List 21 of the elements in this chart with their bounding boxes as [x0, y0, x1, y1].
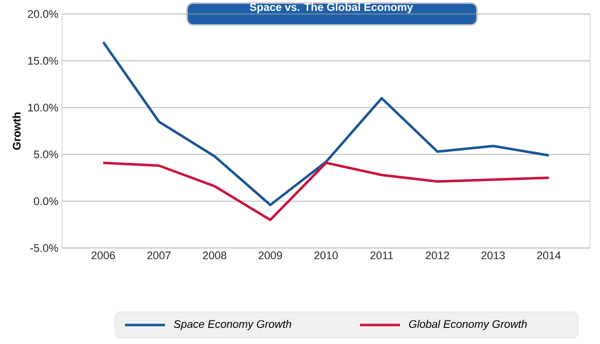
- x-tick-label: 2014: [537, 252, 561, 260]
- y-tick-label: 5.0%: [34, 150, 58, 158]
- y-tick-label: 20.0%: [28, 10, 58, 18]
- y-tick-label: 0.0%: [34, 197, 58, 206]
- x-tick-label: 2012: [426, 252, 450, 260]
- x-tick-label: 2013: [481, 252, 505, 260]
- y-tick-label: 10.0%: [28, 104, 58, 112]
- legend-label: Space Economy Growth: [174, 320, 292, 330]
- x-tick-label: 2009: [258, 252, 282, 260]
- x-tick-label: 2008: [202, 252, 226, 260]
- legend-label: Global Economy Growth: [409, 320, 527, 330]
- chart-title: Space vs. The Global Economy: [250, 2, 414, 14]
- x-tick-label: 2007: [147, 252, 171, 260]
- y-axis-title: Growth: [12, 112, 21, 150]
- x-tick-label: 2010: [314, 252, 338, 260]
- x-tick-label: 2006: [92, 252, 115, 260]
- y-tick-label: 15.0%: [28, 56, 58, 65]
- x-tick-label: 2011: [370, 252, 393, 260]
- y-tick-label: -5.0%: [30, 244, 58, 252]
- line-series: [102, 40, 550, 206]
- line-series: [102, 162, 550, 222]
